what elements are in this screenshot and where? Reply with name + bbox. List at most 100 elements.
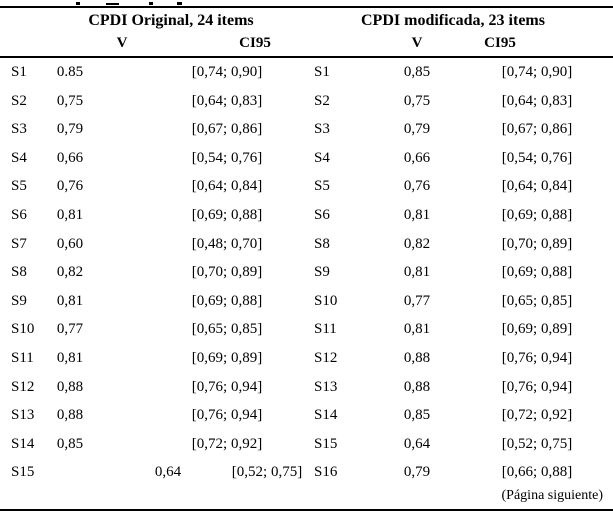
right-item-label: S11	[314, 321, 337, 338]
left-item-label: S13	[11, 407, 35, 424]
clipped-text-artifact	[149, 2, 153, 5]
left-ci95-value: [0,52; 0,75]	[231, 464, 303, 481]
right-v-value: 0,82	[403, 235, 431, 252]
left-v-value: 0,81	[56, 349, 84, 366]
left-v-value: 0,64	[154, 464, 182, 481]
right-v-value: 0,64	[403, 435, 431, 452]
table-row: S14 0,85 [0,72; 0,92] S15 0,64 [0,52; 0,…	[0, 430, 613, 459]
left-ci95-value: [0,64; 0,84]	[191, 178, 263, 195]
left-ci95-value: [0,67; 0,86]	[191, 121, 263, 138]
table-row: S15 0,64 [0,52; 0,75] S16 0,79 [0,66; 0,…	[0, 458, 613, 487]
table-row: S4 0,66 [0,54; 0,76] S4 0,66 [0,54; 0,76…	[0, 144, 613, 173]
table-row: S2 0,75 [0,64; 0,83] S2 0,75 [0,64; 0,83…	[0, 87, 613, 116]
right-v-value: 0,79	[403, 464, 431, 481]
table-row: S8 0,82 [0,70; 0,89] S9 0,81 [0,69; 0,88…	[0, 258, 613, 287]
right-v-value: 0,81	[403, 321, 431, 338]
left-group-title: CPDI Original, 24 items	[88, 12, 254, 29]
left-item-label: S14	[11, 435, 35, 452]
right-ci95-value: [0,70; 0,89]	[501, 235, 573, 252]
table-row: S3 0,79 [0,67; 0,86] S3 0,79 [0,67; 0,86…	[0, 115, 613, 144]
clipped-text-artifact	[76, 2, 80, 5]
right-item-label: S16	[314, 464, 338, 481]
left-ci95-value: [0,74; 0,90]	[191, 64, 263, 80]
right-item-label: S15	[314, 435, 338, 452]
right-v-value: 0,88	[403, 349, 431, 366]
table-bottom-rule	[0, 509, 613, 511]
table-row: S1 0.85 [0,74; 0,90] S1 0,85 [0,74; 0,90…	[0, 58, 613, 87]
left-v-value: 0,60	[56, 235, 84, 252]
left-v-value: 0,88	[56, 407, 84, 424]
left-v-value: 0,75	[56, 92, 84, 109]
left-item-label: S10	[11, 321, 35, 338]
left-v-value: 0,85	[56, 435, 84, 452]
right-v-value: 0,81	[403, 264, 431, 281]
left-v-value: 0,66	[56, 149, 84, 166]
right-item-label: S5	[314, 178, 330, 195]
clipped-text-artifact	[106, 3, 119, 5]
right-ci95-value: [0,69; 0,88]	[501, 206, 573, 223]
left-v-value: 0,82	[56, 264, 84, 281]
right-item-label: S13	[314, 378, 338, 395]
right-ci95-value: [0,67; 0,86]	[501, 121, 573, 138]
right-v-value: 0,66	[403, 149, 431, 166]
left-ci95-value: [0,54; 0,76]	[191, 149, 263, 166]
right-item-label: S4	[314, 149, 330, 166]
right-v-value: 0,79	[403, 121, 431, 138]
table-row: S6 0,81 [0,69; 0,88] S6 0,81 [0,69; 0,88…	[0, 201, 613, 230]
right-v-value: 0,88	[403, 378, 431, 395]
left-item-label: S4	[11, 149, 27, 166]
left-item-label: S3	[11, 121, 27, 138]
right-ci95-value: [0,74; 0,90]	[501, 64, 573, 80]
left-item-label: S8	[11, 264, 27, 281]
table-top-rule	[0, 6, 613, 8]
right-ci95-column-header: CI95	[484, 35, 516, 51]
right-ci95-value: [0,52; 0,75]	[501, 435, 573, 452]
left-ci95-value: [0,69; 0,88]	[191, 292, 263, 309]
left-ci95-value: [0,76; 0,94]	[191, 407, 263, 424]
page-continuation-note: (Página siguiente)	[501, 488, 603, 503]
left-ci95-value: [0,72; 0,92]	[191, 435, 263, 452]
right-item-label: S9	[314, 264, 330, 281]
table-body: S1 0.85 [0,74; 0,90] S1 0,85 [0,74; 0,90…	[0, 58, 613, 487]
left-ci95-value: [0,70; 0,89]	[191, 264, 263, 281]
table-row: S12 0,88 [0,76; 0,94] S13 0,88 [0,76; 0,…	[0, 373, 613, 402]
left-item-label: S12	[11, 378, 35, 395]
left-item-label: S9	[11, 292, 27, 309]
right-v-value: 0,85	[403, 407, 431, 424]
left-item-label: S15	[11, 464, 35, 481]
right-ci95-value: [0,76; 0,94]	[501, 349, 573, 366]
clipped-text-artifact	[177, 2, 182, 5]
right-ci95-value: [0,69; 0,89]	[501, 321, 573, 338]
right-ci95-value: [0,72; 0,92]	[501, 407, 573, 424]
right-v-column-header: V	[411, 35, 423, 51]
left-v-column-header: V	[116, 35, 128, 51]
left-ci95-value: [0,64; 0,83]	[191, 92, 263, 109]
left-item-label: S1	[11, 64, 27, 80]
left-item-label: S11	[11, 349, 34, 366]
left-ci95-value: [0,65; 0,85]	[191, 321, 263, 338]
table-row: S13 0,88 [0,76; 0,94] S14 0,85 [0,72; 0,…	[0, 401, 613, 430]
right-ci95-value: [0,69; 0,88]	[501, 264, 573, 281]
left-item-label: S7	[11, 235, 27, 252]
right-v-value: 0,75	[403, 92, 431, 109]
right-v-value: 0,77	[403, 292, 431, 309]
right-item-label: S14	[314, 407, 338, 424]
left-v-value: 0,81	[56, 292, 84, 309]
right-v-value: 0,85	[403, 64, 431, 80]
right-item-label: S2	[314, 92, 330, 109]
right-ci95-value: [0,65; 0,85]	[501, 292, 573, 309]
left-v-value: 0,77	[56, 321, 84, 338]
right-v-value: 0,81	[403, 206, 431, 223]
left-item-label: S2	[11, 92, 27, 109]
right-item-label: S12	[314, 349, 338, 366]
left-item-label: S5	[11, 178, 27, 195]
left-ci95-value: [0,48; 0,70]	[191, 235, 263, 252]
table-row: S10 0,77 [0,65; 0,85] S11 0,81 [0,69; 0,…	[0, 315, 613, 344]
right-item-label: S8	[314, 235, 330, 252]
right-item-label: S10	[314, 292, 338, 309]
right-item-label: S1	[314, 64, 330, 80]
header-rule	[0, 56, 613, 58]
left-v-value: 0,79	[56, 121, 84, 138]
right-ci95-value: [0,76; 0,94]	[501, 378, 573, 395]
